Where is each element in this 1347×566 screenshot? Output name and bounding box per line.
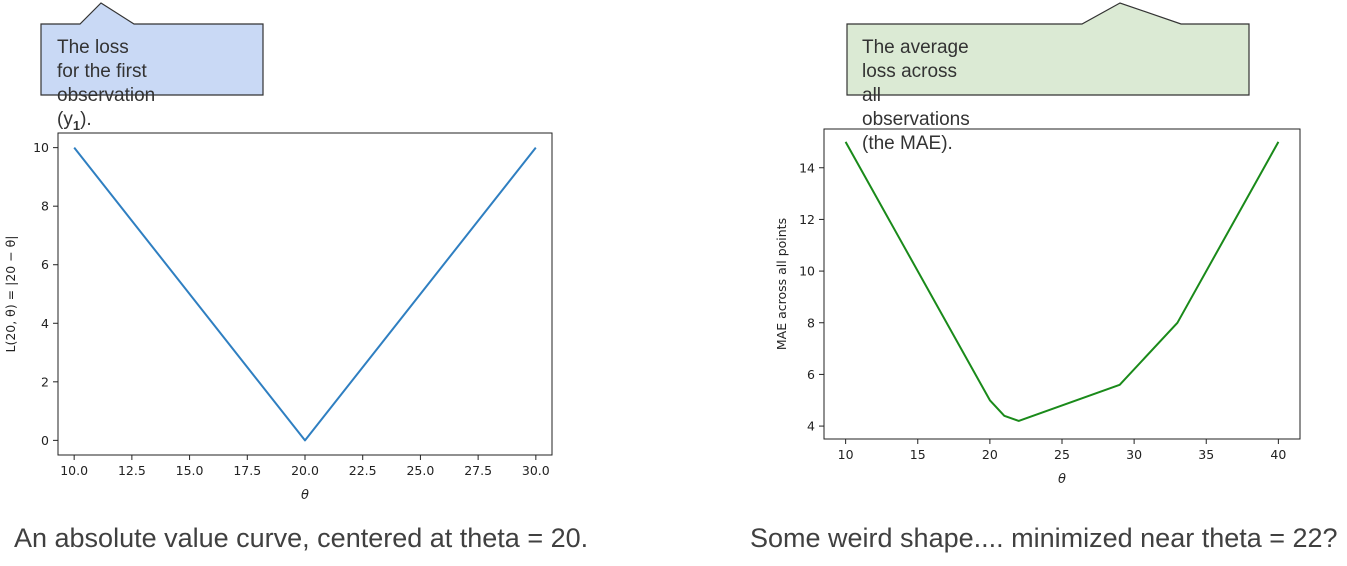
y-tick-label: 10 [33,140,49,155]
series-line [73,146,537,442]
chart-mae: 10 15 20 25 30 35 40 4 6 8 10 12 14 θ MAE across all p… [774,128,1301,487]
y-tick-label: 8 [807,315,815,330]
caption-left: An absolute value curve, centered at the… [14,523,589,553]
x-axis-label: θ [301,488,309,503]
callout-line2: observation (y [57,85,156,130]
chart-absolute-loss: 10.0 12.5 15.0 17.5 20.0 22.5 25.0 27.5 30.0 0 2 4 6… [3,132,553,503]
series-line [844,141,1280,422]
x-tick-label: 25 [1054,447,1070,462]
y-tick-label: 0 [41,433,49,448]
x-tick-label: 10 [838,447,854,462]
plot-frame [823,128,1301,440]
x-tick-label: 15 [910,447,926,462]
y-tick-label: 4 [807,419,815,434]
x-tick-label: 12.5 [118,463,146,478]
x-tick-label: 27.5 [464,463,492,478]
y-tick-label: 4 [41,316,49,331]
y-tick-label: 2 [41,374,49,389]
caption-right: Some weird shape.... minimized near thet… [750,523,1338,553]
y-axis-label: L(20, θ) = |20 − θ| [3,235,18,352]
x-tick-label: 17.5 [233,463,261,478]
callout-line2: (the MAE). [862,133,953,154]
x-tick-label: 10.0 [60,463,88,478]
x-tick-label: 35 [1198,447,1214,462]
plot-frame [57,132,553,456]
x-tick-label: 30 [1126,447,1142,462]
y-tick-label: 14 [799,160,815,175]
callout-suffix: ). [80,109,92,130]
callout-first-observation-text: The loss for the first observation (y1). [57,36,155,138]
y-tick-label: 8 [41,199,49,214]
y-tick-label: 6 [41,257,49,272]
callout-shape [846,2,1250,96]
x-tick-label: 25.0 [406,463,434,478]
callout-shape [40,2,264,96]
x-tick-label: 20.0 [291,463,319,478]
y-tick-label: 12 [799,212,815,227]
callout-average-loss-text: The average loss across all observations… [862,36,970,156]
callout-line1: The loss for the first [57,37,147,82]
callout-subscript: 1 [72,117,81,133]
x-tick-label: 20 [982,447,998,462]
x-tick-label: 15.0 [176,463,204,478]
y-tick-label: 10 [799,264,815,279]
x-tick-label: 40 [1270,447,1286,462]
y-tick-label: 6 [807,367,815,382]
callout-line1: The average loss across all observations [862,37,970,130]
x-tick-label: 22.5 [349,463,377,478]
x-tick-label: 30.0 [522,463,550,478]
y-axis-label: MAE across all points [774,218,789,350]
x-axis-label: θ [1058,472,1066,487]
